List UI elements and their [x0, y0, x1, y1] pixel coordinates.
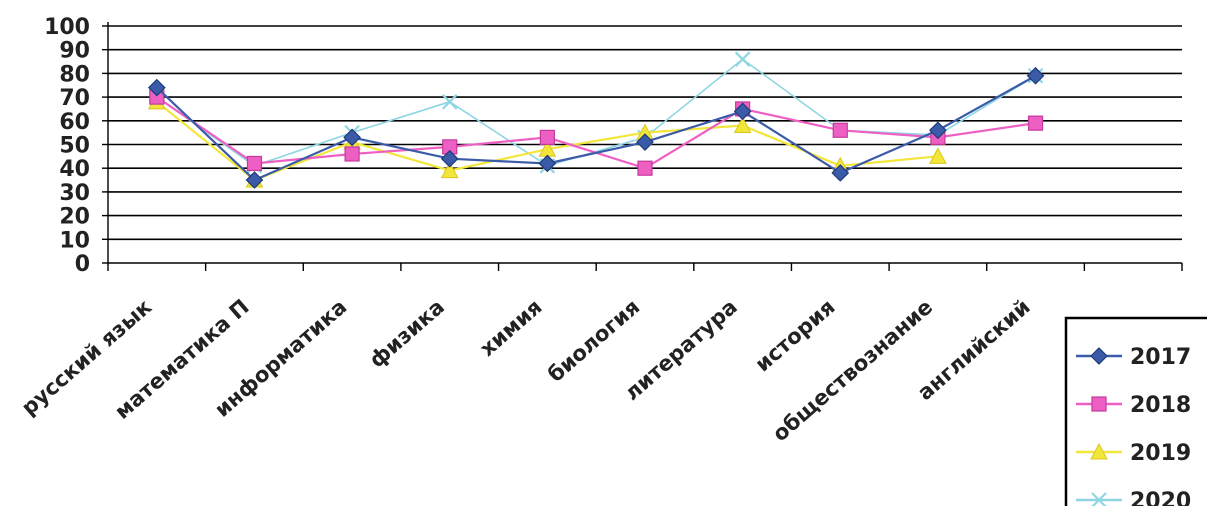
y-tick-label: 30 [59, 181, 90, 206]
data-point-2017 [440, 149, 459, 168]
y-tick-label: 20 [59, 205, 90, 230]
y-tick-label: 100 [44, 15, 90, 40]
data-point-2017 [831, 164, 850, 182]
data-point-2017 [147, 78, 166, 97]
legend: 2017 2018 2019 2020 [1064, 316, 1207, 506]
legend-entry-2017: 2017 [1076, 345, 1191, 370]
data-point-2017 [636, 133, 654, 151]
data-point-2017 [245, 171, 264, 189]
y-tick-label: 40 [59, 157, 90, 182]
y-tick-label: 0 [75, 252, 90, 277]
data-point-2018 [246, 155, 263, 172]
data-point-2019 [929, 147, 947, 164]
x-tick-label: история [751, 295, 840, 377]
series-2017 [147, 66, 1045, 189]
data-point-2017 [733, 102, 752, 121]
y-tick-label: 90 [59, 39, 90, 64]
data-point-2018 [1027, 115, 1044, 131]
data-point-2020 [441, 94, 458, 110]
legend-label: 2018 [1130, 393, 1191, 418]
legend-box [1064, 316, 1207, 506]
legend-label: 2019 [1130, 441, 1191, 466]
legend-entry-2020: 2020 [1076, 489, 1191, 506]
y-tick-label: 50 [59, 134, 90, 159]
x-axis [102, 22, 1183, 271]
data-point-2018 [832, 122, 848, 138]
legend-label: 2020 [1130, 489, 1191, 506]
data-point-2017 [929, 121, 947, 140]
series-line-2017 [156, 74, 1037, 182]
legend-label: 2017 [1130, 345, 1191, 370]
data-point-2018 [344, 146, 360, 162]
x-tick-label: биология [543, 295, 644, 387]
y-tick-label: 80 [59, 62, 90, 87]
y-tick-label: 60 [59, 110, 90, 135]
x-tick-label: обществознание [768, 295, 937, 446]
x-tick-label: химия [475, 295, 546, 361]
legend-marker [1090, 347, 1108, 365]
data-point-2018 [539, 129, 555, 145]
series-2018 [149, 89, 1044, 176]
data-point-2019 [440, 161, 459, 179]
data-point-2019 [733, 116, 752, 134]
data-point-2017 [343, 128, 361, 147]
legend-marker [1091, 396, 1107, 412]
series-group [147, 51, 1045, 189]
data-point-2017 [1026, 66, 1045, 85]
legend-marker [1090, 442, 1108, 460]
data-point-2020 [734, 51, 751, 67]
y-tick-label: 70 [59, 86, 90, 111]
x-tick-label: физика [365, 295, 449, 373]
series-line-2020 [156, 58, 1036, 167]
legend-entry-2019: 2019 [1076, 441, 1191, 466]
legend-marker [1091, 492, 1107, 506]
legend-entry-2018: 2018 [1076, 393, 1191, 418]
y-tick-label: 10 [59, 228, 90, 253]
data-point-2017 [538, 154, 557, 173]
data-point-2018 [637, 160, 653, 176]
series-2020 [149, 51, 1044, 174]
